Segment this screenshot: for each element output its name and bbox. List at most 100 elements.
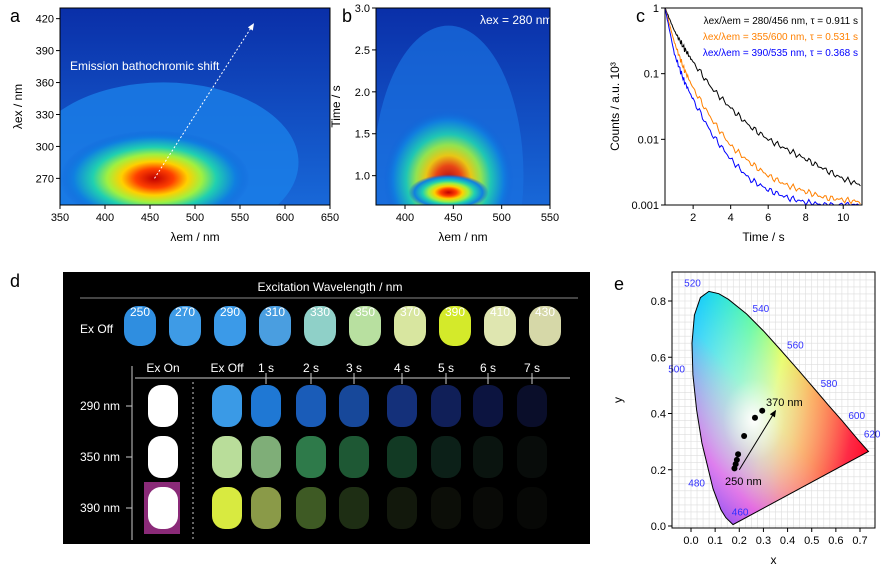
heatmap-band [383,109,514,205]
y-tick-label: 0.1 [644,69,659,81]
vial [169,306,201,346]
panel-letter: b [342,6,352,26]
y-axis-label: Time / s [329,85,343,127]
vial [251,385,281,427]
y-tick-label: 1.0 [355,171,370,183]
vial [473,487,503,529]
x-tick-label: 350 [51,212,69,224]
wavelength-label: 480 [688,479,705,490]
wavelength-label: 290 [220,305,240,319]
legend-entry: λex/λem = 280/456 nm, τ = 0.911 s [704,16,858,27]
wavelength-label: 500 [668,365,685,376]
time-label: 4 s [394,361,410,375]
chromaticity-point [735,451,742,458]
y-tick-label: 2.0 [355,87,370,99]
plot-frame [664,7,863,206]
y-tick-label: 0.6 [651,352,666,364]
x-tick-label: 0.6 [828,535,843,547]
vial [484,306,516,346]
panel-d: Excitation Wavelength / nm Ex Off 250 270 29… [10,271,590,544]
vial [124,306,156,346]
vial [339,436,369,478]
chromaticity-point [751,414,758,421]
x-tick-label: 400 [396,212,414,224]
legend-entry: λex/λem = 390/535 nm, τ = 0.368 s [703,48,858,59]
x-tick-label: 650 [321,212,339,224]
vial [439,306,471,346]
vial [251,436,281,478]
y-axis-label: Counts / a.u. 10³ [608,62,622,151]
x-axis-label: x [771,553,777,567]
panel-letter: d [10,271,20,291]
y-axis-label: y [611,397,625,403]
vial [212,436,242,478]
vial [473,436,503,478]
time-label: 7 s [524,361,540,375]
vial [251,487,281,529]
y-tick-label: 420 [36,14,54,26]
y-tick-label: 1 [653,3,659,15]
vial [296,385,326,427]
row-label: 290 nm [80,399,120,413]
vial [473,385,503,427]
wavelength-label: 560 [787,341,804,352]
vial [259,306,291,346]
time-label: 6 s [480,361,496,375]
wavelength-label: 250 [130,305,150,319]
vial [148,436,178,478]
x-tick-label: 0.1 [707,535,722,547]
time-label: 5 s [438,361,454,375]
vial [148,487,178,529]
vial [212,385,242,427]
wavelength-label: 350 [355,305,375,319]
y-tick-label: 3.0 [355,3,370,15]
y-tick-label: 0.001 [631,200,659,212]
x-tick-label: 550 [541,212,559,224]
vial [296,436,326,478]
chromaticity-point [741,433,748,439]
vial [387,436,417,478]
vial [387,487,417,529]
y-tick-label: 0.4 [651,409,666,421]
y-tick-label: 1.5 [355,129,370,141]
panel-a: Emission bathochromic shift 350 400 450 500 5… [10,6,339,244]
vial [214,306,246,346]
wavelength-label: 540 [753,304,770,315]
plot-frame [375,7,551,206]
y-tick-label: 330 [36,109,54,121]
x-tick-label: 600 [276,212,294,224]
x-axis-label: λem / nm [438,230,487,244]
y-tick-label: 270 [36,173,54,185]
decay-series-1 [665,8,861,205]
wavelength-label: 410 [490,305,510,319]
y-tick-label: 390 [36,46,54,58]
wavelength-label: 390 [445,305,465,319]
panel-letter: c [636,6,645,26]
wavelength-label: 620 [864,429,881,440]
wavelength-label: 430 [535,305,555,319]
annotation: Emission bathochromic shift [70,59,220,73]
x-tick-label: 10 [837,212,849,224]
vial [339,385,369,427]
chromaticity-point [733,456,740,463]
panel-letter: e [614,274,624,294]
x-tick-label: 6 [765,212,771,224]
x-tick-label: 0.0 [683,535,698,547]
x-tick-label: 0.7 [852,535,867,547]
x-axis-label: Time / s [742,230,784,244]
time-label: 1 s [258,361,274,375]
wavelength-label: 370 [400,305,420,319]
y-tick-label: 0.0 [651,521,666,533]
annotation: 370 nm [766,397,803,409]
x-tick-label: 8 [803,212,809,224]
decay-series-0 [665,8,861,187]
vial [517,385,547,427]
vial [212,487,242,529]
x-tick-label: 0.4 [780,535,795,547]
y-axis-label: λex / nm [11,84,25,129]
row-label: Ex Off [80,322,114,336]
heatmap-peak [408,174,489,205]
wavelength-label: 330 [310,305,330,319]
